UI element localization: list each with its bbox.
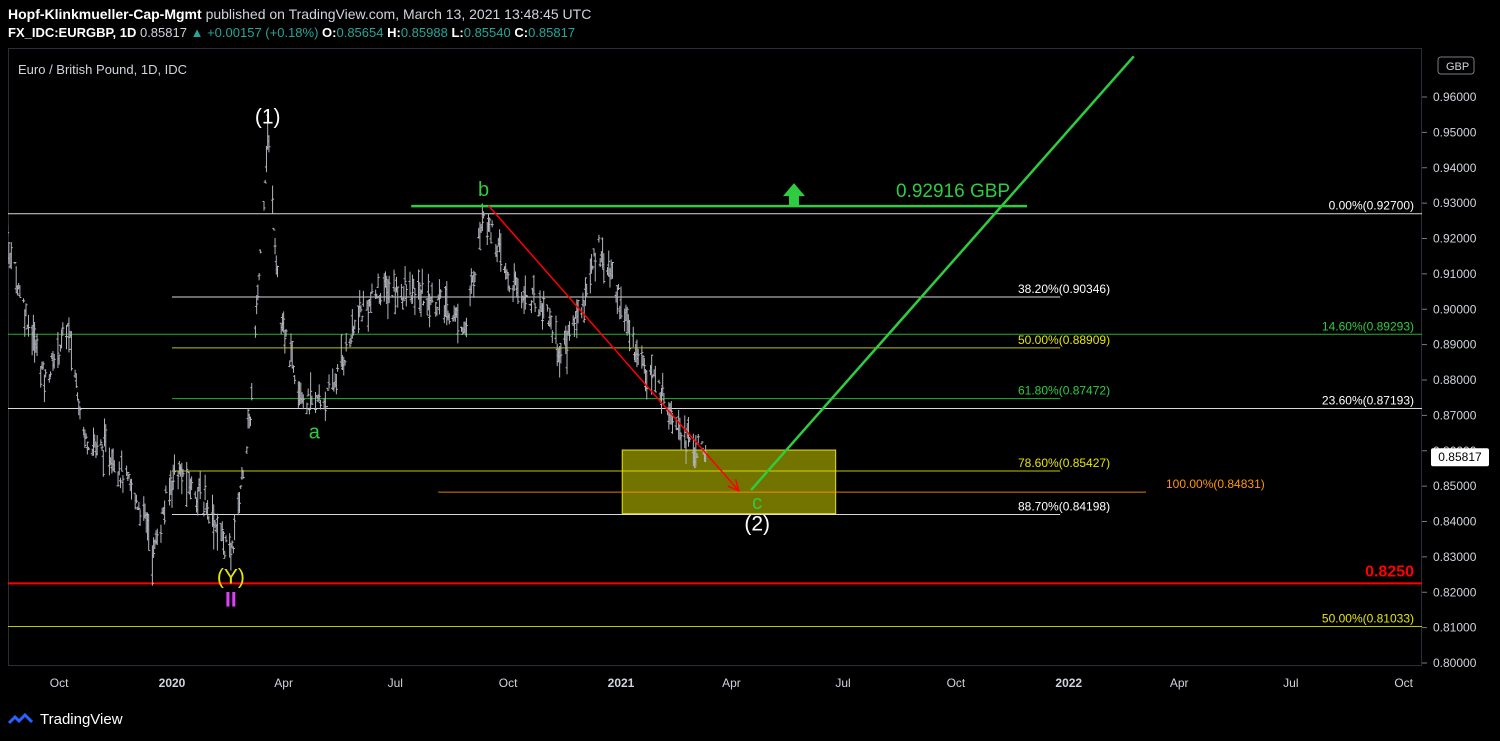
- chart-title: Euro / British Pound, 1D, IDC: [18, 62, 187, 77]
- x-tick-label: Apr: [1170, 676, 1189, 690]
- y-tick-label: 0.85000: [1433, 479, 1477, 493]
- wave-label: c: [752, 492, 762, 514]
- y-tick-label: 0.96000: [1433, 90, 1477, 104]
- symbol-label[interactable]: FX_IDC:EURGBP, 1D: [8, 25, 137, 40]
- tradingview-icon: [8, 712, 34, 724]
- x-tick-label: 2021: [608, 676, 635, 690]
- y-tick-label: 0.83000: [1433, 550, 1477, 564]
- currency-badge-label: GBP: [1446, 61, 1469, 73]
- y-tick-label: 0.93000: [1433, 196, 1477, 210]
- low-value: 0.85540: [463, 25, 511, 40]
- open-value: 0.85654: [336, 25, 384, 40]
- brand-text: TradingView: [40, 711, 123, 728]
- high-label: H:: [387, 25, 401, 40]
- author-name[interactable]: Hopf-Klinkmueller-Cap-Mgmt: [8, 6, 202, 22]
- chart-frame: [8, 48, 1422, 666]
- y-tick-label: 0.88000: [1433, 373, 1477, 387]
- price-change: +0.00157 (+0.18%): [207, 25, 319, 40]
- fib-level-label: 88.70%(0.84198): [1018, 499, 1110, 513]
- x-tick-label: Jul: [1283, 676, 1298, 690]
- low-label: L:: [451, 25, 464, 40]
- x-tick-label: 2022: [1055, 676, 1082, 690]
- publication-line: Hopf-Klinkmueller-Cap-Mgmt published on …: [8, 6, 591, 22]
- target-price-label: 0.92916 GBP: [896, 181, 1010, 202]
- fib-level-label: 50.00%(0.81033): [1322, 611, 1414, 625]
- tradingview-logo[interactable]: TradingView: [8, 711, 123, 728]
- y-tick-label: 0.94000: [1433, 161, 1477, 175]
- fib-level-label: 61.80%(0.87472): [1018, 384, 1110, 398]
- published-text: published on TradingView.com, March 13, …: [205, 6, 592, 22]
- y-tick-label: 0.91000: [1433, 267, 1477, 281]
- fib-level-label: 38.20%(0.90346): [1018, 282, 1110, 296]
- y-tick-label: 0.89000: [1433, 338, 1477, 352]
- up-arrow-icon: ▲: [190, 25, 204, 40]
- last-price-tag: [1431, 448, 1489, 467]
- close-value: 0.85817: [528, 25, 576, 40]
- price-chart[interactable]: Euro / British Pound, 1D, IDC 0.80000 0.81…: [0, 0, 1500, 700]
- fib-level-label: 50.00%(0.88909): [1018, 333, 1110, 347]
- x-tick-label: Apr: [722, 676, 741, 690]
- chart-header: Hopf-Klinkmueller-Cap-Mgmt published on …: [0, 0, 1500, 48]
- y-tick-label: 0.81000: [1433, 621, 1477, 635]
- fib-level-label: 100.00%(0.84831): [1166, 477, 1265, 491]
- green-projection-line: [750, 55, 1135, 491]
- fib-level-label: 78.60%(0.85427): [1018, 456, 1110, 470]
- wave-label: a: [309, 421, 321, 443]
- fib-level-label: 0.00%(0.92700): [1329, 199, 1414, 213]
- high-value: 0.85988: [400, 25, 448, 40]
- red-arrowhead-icon: [727, 478, 740, 493]
- y-tick-label: 0.82000: [1433, 585, 1477, 599]
- currency-badge[interactable]: [1437, 56, 1475, 75]
- x-tick-label: Oct: [499, 676, 518, 690]
- y-tick-label: 0.87000: [1433, 408, 1477, 422]
- x-tick-label: Jul: [388, 676, 403, 690]
- x-tick-label: Jul: [835, 676, 850, 690]
- x-tick-label: 2020: [159, 676, 186, 690]
- y-tick-label: 0.84000: [1433, 515, 1477, 529]
- target-zone-box: [621, 449, 837, 515]
- quote-line: FX_IDC:EURGBP, 1D 0.85817 ▲ +0.00157 (+0…: [8, 25, 575, 40]
- fib-level-label: 23.60%(0.87193): [1322, 394, 1414, 408]
- y-tick-label: 0.92000: [1433, 232, 1477, 246]
- plot-area: [8, 55, 1422, 627]
- y-tick-label: 0.95000: [1433, 125, 1477, 139]
- wave-label: (Y): [217, 565, 245, 588]
- open-label: O:: [322, 25, 337, 40]
- footer: TradingView: [0, 700, 1500, 741]
- last-price-tag-label: 0.85817: [1438, 450, 1482, 464]
- wave-label: II: [225, 588, 237, 611]
- green-up-arrow-icon: [782, 183, 805, 206]
- last-price: 0.85817: [139, 25, 187, 40]
- y-tick-label: 0.80000: [1433, 656, 1477, 670]
- y-tick-label: 0.90000: [1433, 302, 1477, 316]
- x-tick-label: Oct: [1394, 676, 1413, 690]
- close-label: C:: [514, 25, 529, 40]
- wave-label: (2): [744, 512, 770, 535]
- fib-level-label: 14.60%(0.89293): [1322, 319, 1414, 333]
- x-tick-label: Apr: [274, 676, 293, 690]
- wave-label: b: [478, 179, 489, 201]
- red-projection-line: [487, 205, 740, 492]
- x-tick-label: Oct: [50, 676, 69, 690]
- x-tick-label: Oct: [947, 676, 966, 690]
- support-level-label: 0.8250: [1365, 563, 1414, 580]
- wave-label: (1): [255, 106, 281, 129]
